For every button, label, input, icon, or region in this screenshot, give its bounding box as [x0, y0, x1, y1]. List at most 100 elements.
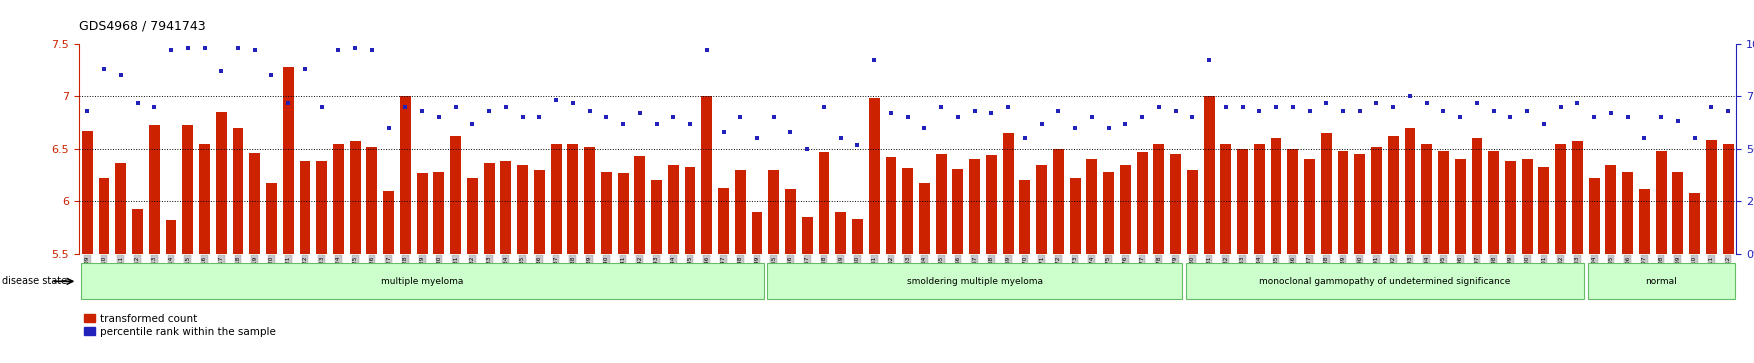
Point: [1412, 99, 1440, 105]
Bar: [1303, 159, 1316, 254]
Bar: [400, 96, 410, 254]
Bar: [249, 153, 260, 254]
Point: [1430, 108, 1458, 114]
Bar: [735, 170, 745, 254]
Bar: [584, 147, 595, 254]
Text: multiple myeloma: multiple myeloma: [381, 277, 463, 286]
Bar: [1154, 144, 1165, 254]
Point: [391, 104, 419, 110]
Point: [1194, 57, 1223, 63]
Bar: [1086, 159, 1098, 254]
Bar: [417, 173, 428, 254]
Point: [342, 45, 370, 51]
Bar: [635, 156, 645, 254]
Point: [1179, 114, 1207, 120]
Point: [1665, 119, 1693, 125]
Point: [107, 72, 135, 78]
Point: [409, 108, 437, 114]
Bar: [1037, 165, 1047, 254]
Bar: [1707, 140, 1717, 254]
Text: disease state: disease state: [2, 276, 67, 286]
Bar: [517, 165, 528, 254]
Bar: [1119, 165, 1131, 254]
Point: [140, 104, 168, 110]
Point: [826, 135, 854, 141]
Bar: [1203, 96, 1214, 254]
Point: [258, 72, 286, 78]
Point: [74, 108, 102, 114]
Point: [995, 104, 1023, 110]
Point: [1094, 125, 1123, 131]
Point: [810, 104, 838, 110]
Bar: [467, 178, 477, 254]
Legend: transformed count, percentile rank within the sample: transformed count, percentile rank withi…: [84, 314, 275, 337]
Point: [240, 47, 268, 53]
Bar: [267, 183, 277, 254]
Point: [1228, 104, 1256, 110]
Point: [1296, 108, 1324, 114]
Bar: [919, 183, 930, 254]
Text: monoclonal gammopathy of undetermined significance: monoclonal gammopathy of undetermined si…: [1259, 277, 1510, 286]
Bar: [165, 220, 177, 254]
Point: [1714, 108, 1742, 114]
Bar: [802, 217, 812, 254]
Bar: [835, 212, 845, 254]
Bar: [1538, 167, 1549, 254]
Point: [777, 129, 805, 135]
Point: [174, 45, 202, 51]
Point: [375, 125, 403, 131]
Bar: [1421, 144, 1433, 254]
Point: [1631, 135, 1659, 141]
Bar: [367, 147, 377, 254]
Bar: [282, 67, 293, 254]
Bar: [684, 167, 696, 254]
Bar: [1254, 144, 1265, 254]
Point: [961, 108, 989, 114]
Bar: [1605, 165, 1617, 254]
Bar: [1722, 144, 1733, 254]
Bar: [198, 144, 210, 254]
Bar: [717, 188, 730, 254]
Point: [1529, 121, 1558, 126]
Bar: [484, 163, 495, 254]
Bar: [602, 172, 612, 254]
Point: [123, 99, 151, 105]
Point: [207, 68, 235, 74]
Bar: [500, 162, 512, 254]
Point: [424, 114, 453, 120]
Point: [491, 104, 519, 110]
Bar: [935, 154, 947, 254]
Point: [1112, 121, 1140, 126]
Bar: [1270, 138, 1282, 254]
Text: GDS4968 / 7941743: GDS4968 / 7941743: [79, 20, 205, 33]
Point: [475, 108, 503, 114]
Bar: [533, 170, 545, 254]
Point: [1345, 108, 1373, 114]
Point: [928, 104, 956, 110]
Point: [593, 114, 621, 120]
Bar: [1689, 193, 1700, 254]
Point: [744, 135, 772, 141]
Point: [307, 104, 335, 110]
Bar: [182, 125, 193, 254]
Point: [1514, 108, 1542, 114]
Point: [675, 121, 703, 126]
Bar: [1638, 189, 1651, 254]
Point: [877, 110, 905, 116]
Bar: [1505, 162, 1515, 254]
Bar: [1454, 159, 1466, 254]
Point: [1263, 104, 1291, 110]
Bar: [1052, 149, 1065, 254]
Bar: [1287, 149, 1298, 254]
Point: [626, 110, 654, 116]
Point: [1596, 110, 1624, 116]
Bar: [617, 173, 628, 254]
Point: [89, 66, 118, 72]
Point: [274, 99, 302, 105]
Point: [526, 114, 554, 120]
Point: [324, 47, 353, 53]
Bar: [132, 209, 144, 254]
Point: [642, 121, 670, 126]
Bar: [1405, 128, 1415, 254]
Bar: [316, 162, 328, 254]
